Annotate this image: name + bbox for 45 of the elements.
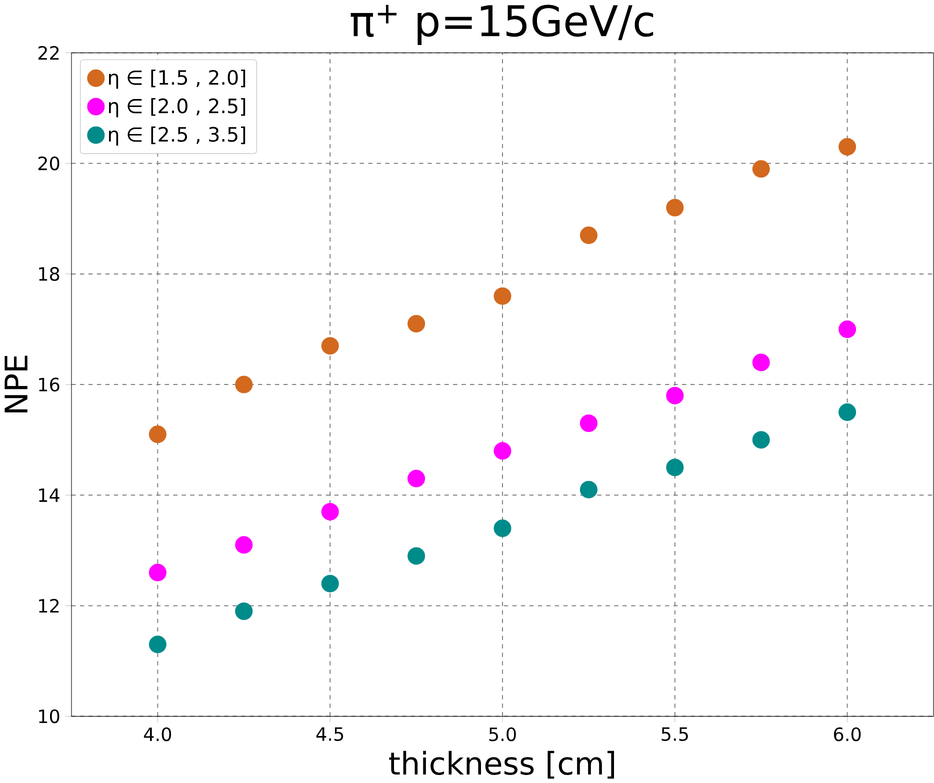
point	[752, 430, 770, 448]
point	[235, 602, 253, 620]
point	[321, 574, 339, 592]
y-tick-label: 12	[39, 598, 59, 612]
y-tick-label: 22	[38, 46, 59, 60]
point	[494, 519, 512, 537]
point	[580, 226, 598, 244]
y-tick-label: 16	[39, 377, 60, 392]
point	[235, 376, 253, 394]
point	[838, 138, 856, 156]
legend-label: η ∈ [2.5 , 3.5]	[109, 126, 246, 146]
y-tick-label: 10	[39, 709, 60, 724]
point	[408, 314, 426, 332]
x-tick-label: 6.0	[834, 727, 861, 742]
point	[580, 414, 598, 432]
point	[666, 458, 684, 476]
x-tick-label: 5.5	[662, 727, 688, 741]
point	[408, 547, 426, 565]
point	[148, 564, 166, 582]
x-tick-label: 4.0	[144, 727, 172, 742]
point	[148, 635, 166, 654]
point	[752, 160, 770, 178]
y-tick-label: 18	[39, 266, 60, 281]
chart-title: π$^{+}$ p=15GeV/c	[350, 4, 654, 45]
point	[838, 403, 856, 421]
point	[838, 320, 856, 338]
point	[494, 287, 512, 305]
point	[666, 386, 684, 404]
y-axis-title: NPE	[4, 356, 28, 412]
point	[408, 470, 426, 488]
point	[580, 480, 598, 498]
x-axis-title: thickness [cm]	[389, 750, 614, 778]
y-tick-label: 14	[39, 488, 60, 502]
point	[235, 536, 253, 554]
point	[666, 198, 684, 216]
point	[752, 354, 770, 372]
legend-label: η ∈ [2.0 , 2.5]	[109, 98, 246, 118]
y-tick-label: 20	[38, 156, 60, 170]
point	[494, 442, 512, 460]
x-tick-label: 4.5	[316, 727, 344, 741]
x-tick-label: 5.0	[489, 727, 516, 742]
point	[321, 336, 339, 354]
point	[321, 502, 339, 520]
legend-label: η ∈ [1.5 , 2.0]	[109, 69, 246, 89]
point	[148, 425, 166, 443]
